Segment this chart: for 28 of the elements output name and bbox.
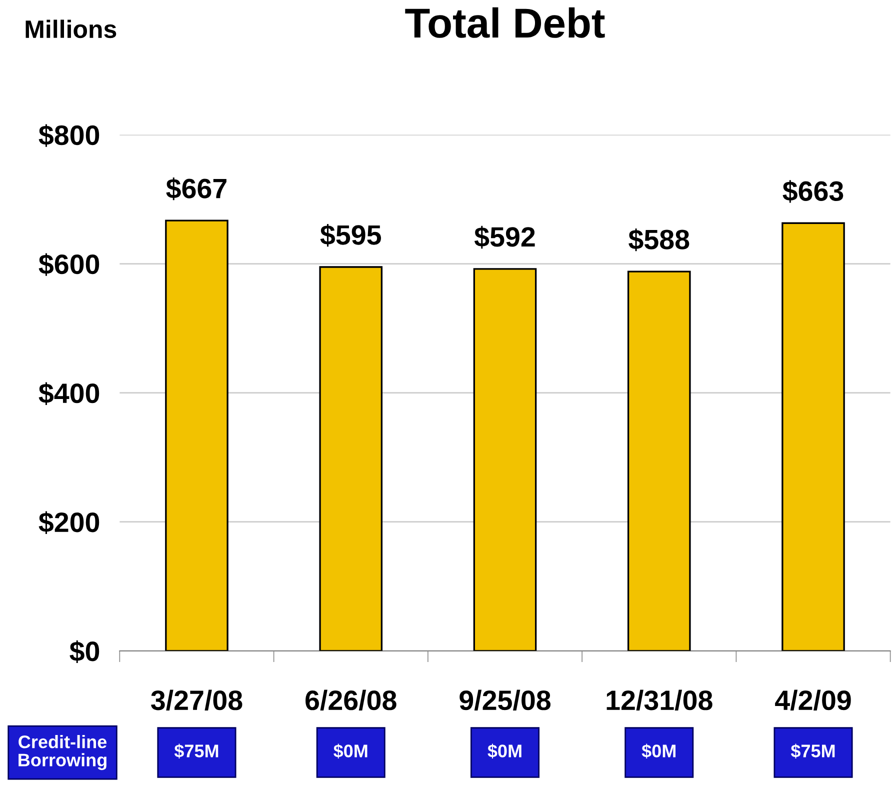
x-tick-label: 9/25/08: [460, 690, 550, 710]
data-label: $667: [166, 178, 226, 200]
x-tick-label: 4/2/09: [775, 690, 851, 710]
bar: [319, 266, 383, 651]
bar: [165, 220, 228, 651]
data-label: $663: [782, 180, 844, 203]
text: $0M: [334, 744, 368, 759]
data-label: $592: [474, 226, 535, 249]
text: $0M: [488, 744, 522, 759]
y-tick-label: $200: [38, 511, 100, 534]
bar: [627, 270, 691, 651]
text: Credit-line Borrowing: [18, 735, 107, 770]
y-axis-title: Millions: [26, 20, 116, 38]
chart-title: Total Debt: [405, 7, 605, 38]
x-tick-label: 3/27/08: [151, 690, 242, 710]
y-tick-label: $600: [38, 253, 100, 276]
y-tick-label: $400: [38, 382, 100, 405]
data-label: $588: [628, 228, 690, 252]
text: $0M: [642, 744, 676, 759]
data-label: $595: [320, 224, 381, 247]
text: $75M: [174, 744, 218, 759]
x-tick-label: 12/31/08: [606, 690, 712, 710]
x-tick-label: 6/26/08: [306, 690, 396, 710]
bar: [782, 222, 845, 651]
y-tick-label: $0: [70, 640, 100, 664]
y-tick-label: $800: [38, 124, 100, 147]
bar: [473, 268, 537, 651]
text: $75M: [790, 744, 835, 759]
